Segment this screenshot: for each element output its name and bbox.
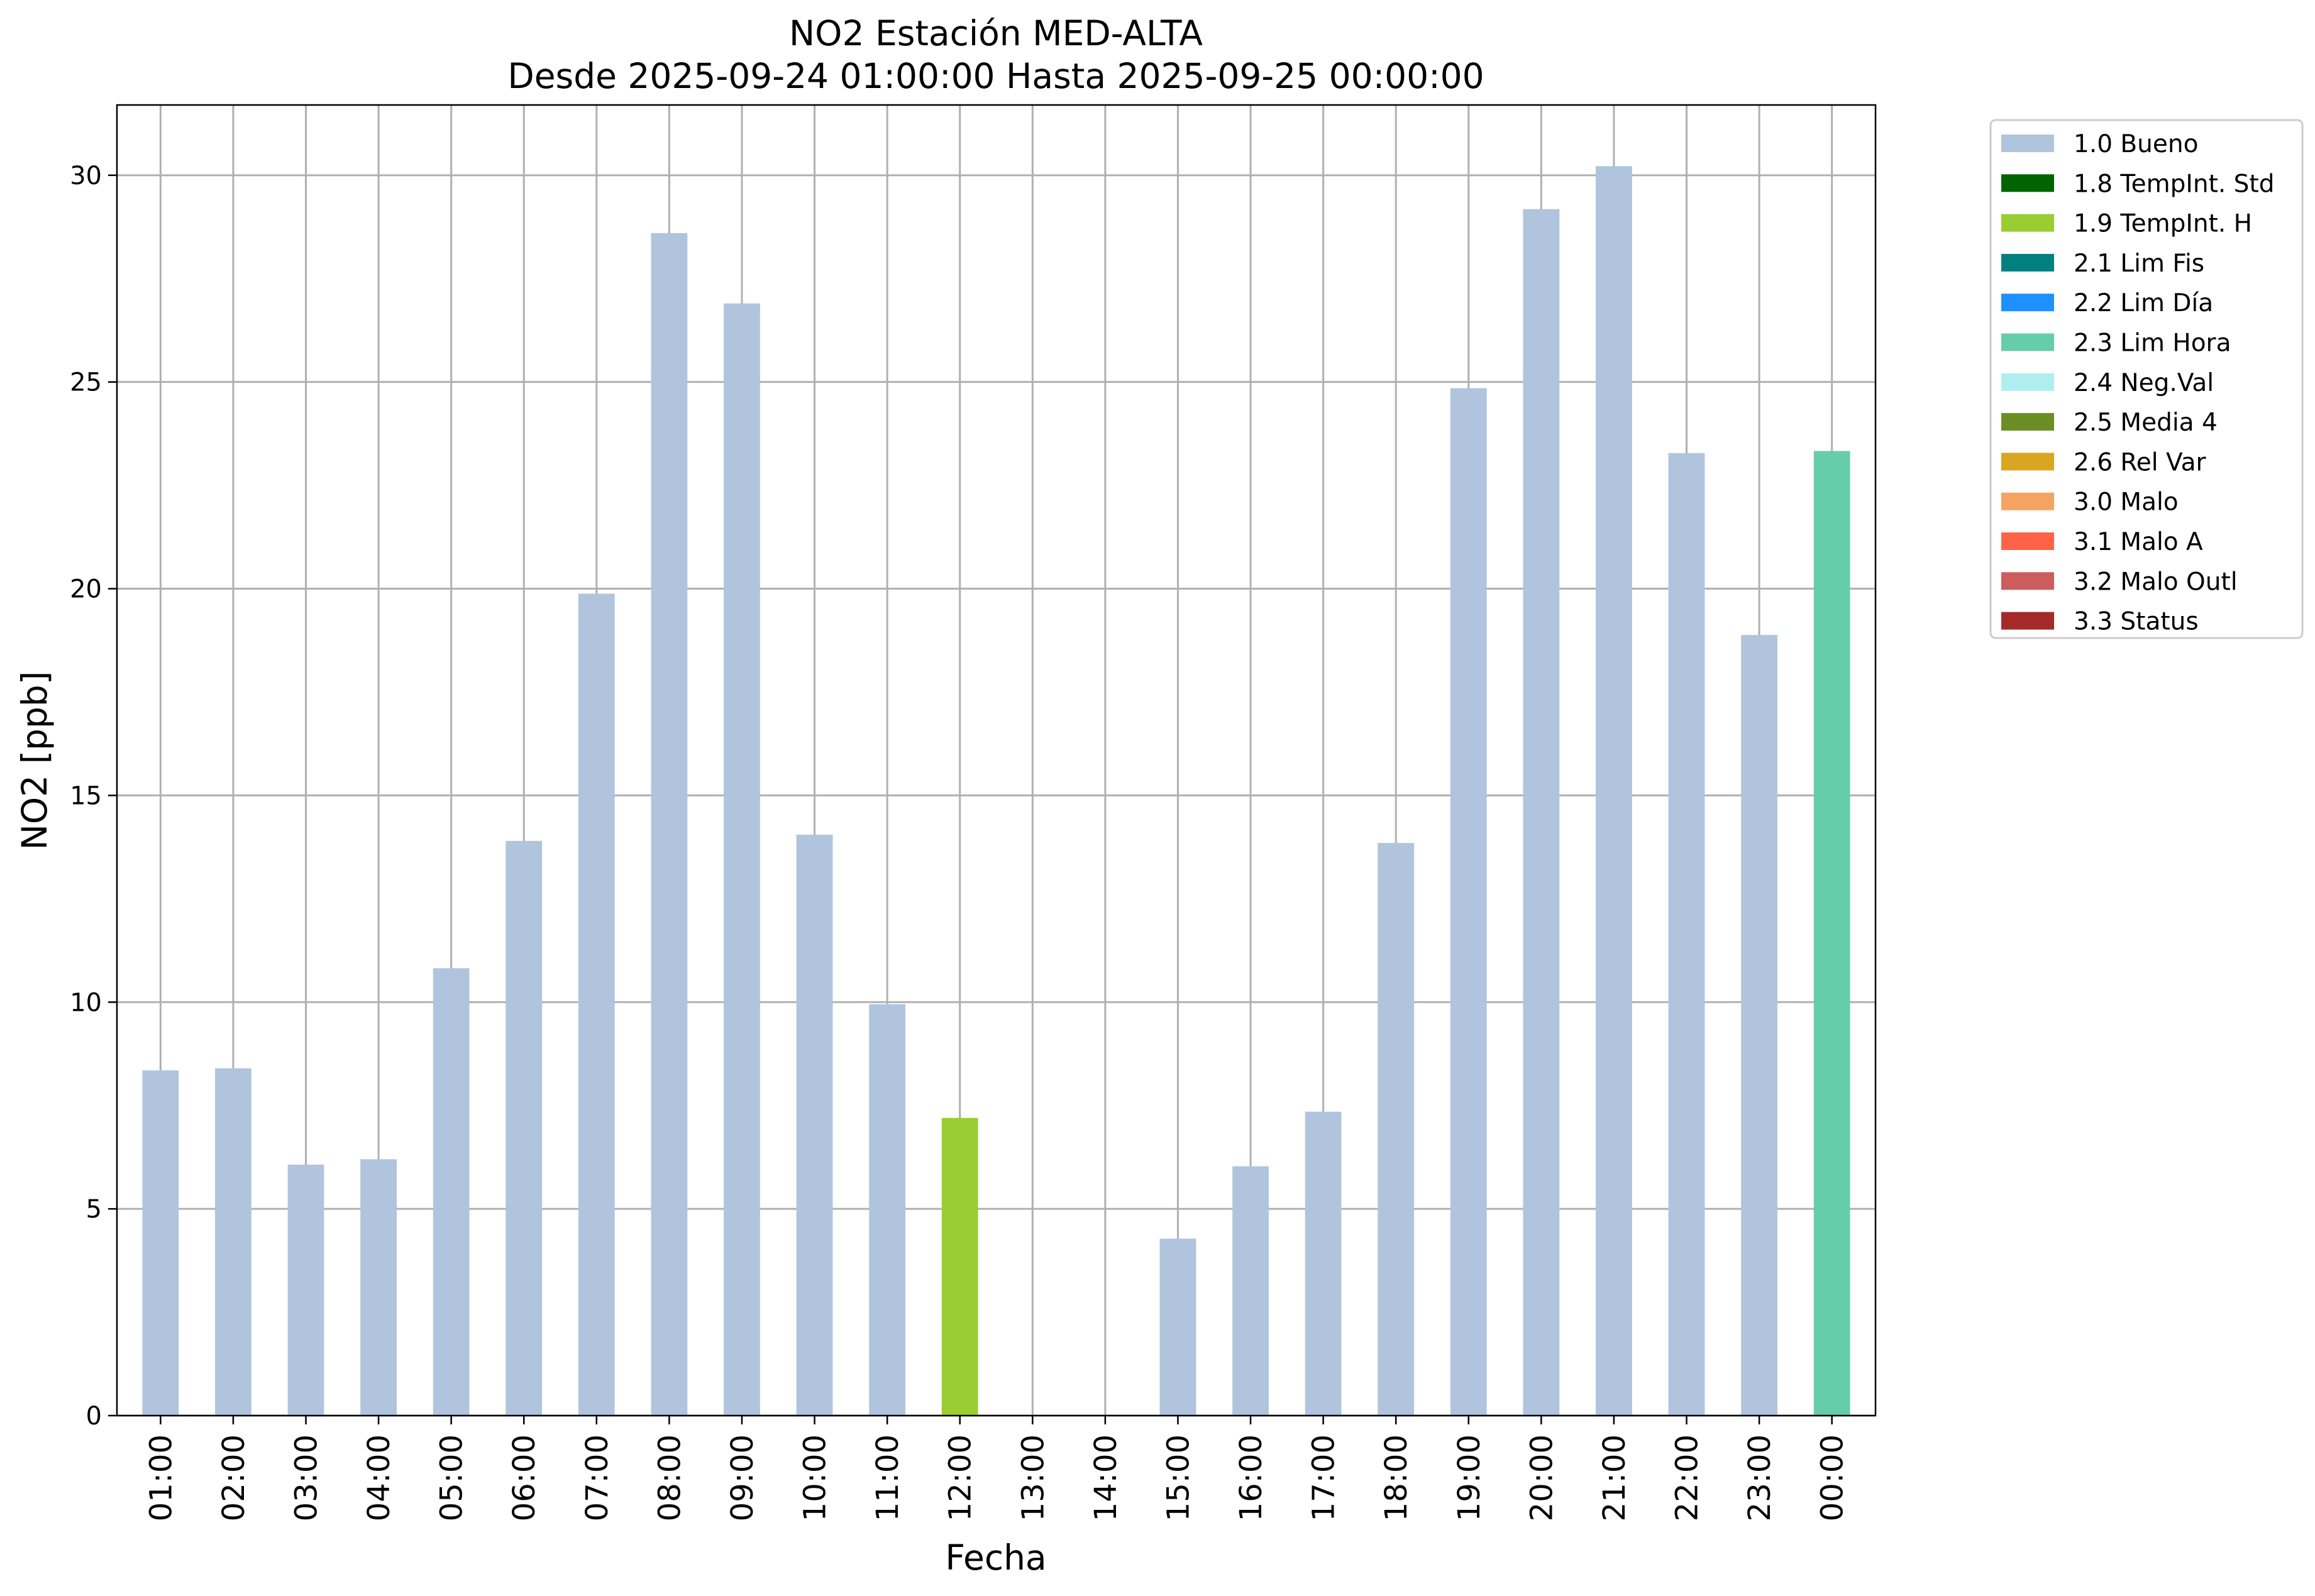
x-tick-label: 21:00 (1597, 1434, 1632, 1521)
bar-0900 (724, 303, 760, 1416)
legend-swatch (2001, 253, 2054, 272)
x-tick-label: 17:00 (1307, 1434, 1342, 1521)
legend-label: 3.1 Malo A (2074, 528, 2203, 556)
legend-swatch (2001, 373, 2054, 391)
x-tick-label: 09:00 (725, 1434, 760, 1521)
bar-0500 (433, 968, 470, 1416)
bar-0800 (651, 233, 688, 1416)
bar-0200 (215, 1068, 251, 1416)
x-tick-label: 23:00 (1742, 1434, 1777, 1521)
bar-0400 (360, 1159, 397, 1416)
y-axis-ticks: 0 5 10 15 20 25 30 (70, 162, 117, 1431)
x-tick-label: 00:00 (1815, 1434, 1850, 1521)
x-tick-label: 19:00 (1452, 1434, 1487, 1521)
legend-swatch (2001, 572, 2054, 590)
legend-label: 2.2 Lim Día (2074, 289, 2213, 317)
x-tick-label: 22:00 (1669, 1434, 1704, 1521)
y-tick-label: 10 (70, 988, 102, 1017)
y-tick-label: 5 (86, 1195, 102, 1224)
y-tick-label: 20 (70, 575, 102, 604)
x-tick-label: 06:00 (507, 1434, 542, 1521)
bar-2000 (1523, 209, 1560, 1416)
y-tick-label: 25 (70, 368, 102, 397)
x-axis-ticks: 01:00 02:00 03:00 04:00 05:00 06:00 07:00 08:00… (143, 1416, 1850, 1521)
bar-1600 (1232, 1166, 1269, 1416)
bar-0000 (1813, 451, 1850, 1416)
y-tick-label: 15 (70, 781, 102, 810)
legend-label: 3.0 Malo (2074, 488, 2179, 517)
bar-1900 (1450, 388, 1487, 1416)
bar-1500 (1159, 1238, 1196, 1416)
legend-swatch (2001, 532, 2054, 550)
bar-2200 (1668, 453, 1705, 1416)
x-tick-label: 20:00 (1524, 1434, 1559, 1521)
x-tick-label: 08:00 (652, 1434, 687, 1521)
x-tick-label: 15:00 (1161, 1434, 1196, 1521)
bars (142, 166, 1850, 1416)
bar-2300 (1741, 635, 1777, 1416)
y-axis-label: NO2 [ppb] (14, 671, 55, 850)
bar-1700 (1305, 1111, 1342, 1416)
x-tick-label: 14:00 (1088, 1434, 1124, 1521)
x-tick-label: 18:00 (1379, 1434, 1414, 1521)
legend-label: 3.3 Status (2074, 608, 2199, 636)
x-tick-label: 04:00 (362, 1434, 397, 1521)
x-tick-label: 13:00 (1015, 1434, 1051, 1521)
legend-swatch (2001, 612, 2054, 630)
bar-1100 (869, 1004, 906, 1416)
bar-0300 (287, 1164, 324, 1416)
legend-label: 1.0 Bueno (2074, 130, 2198, 158)
legend-swatch (2001, 294, 2054, 312)
plot-frame (116, 104, 1877, 1417)
legend-label: 3.2 Malo Outl (2074, 568, 2238, 596)
legend-swatch (2001, 135, 2054, 152)
x-tick-label: 16:00 (1234, 1434, 1269, 1521)
bar-0100 (142, 1070, 179, 1416)
legend-label: 2.3 Lim Hora (2074, 329, 2231, 358)
x-tick-label: 11:00 (870, 1434, 905, 1521)
legend-label: 1.8 TempInt. Std (2074, 170, 2274, 198)
y-tick-label: 30 (70, 162, 102, 190)
legend: 1.0 Bueno 1.8 TempInt. Std 1.9 TempInt. H 2… (1989, 119, 2304, 639)
bar-2100 (1596, 166, 1632, 1416)
legend-swatch (2001, 214, 2054, 232)
x-tick-label: 01:00 (143, 1434, 179, 1521)
x-tick-label: 07:00 (580, 1434, 615, 1521)
chart-title: NO2 Estación MED-ALTA (789, 13, 1203, 53)
legend-items: 1.0 Bueno 1.8 TempInt. Std 1.9 TempInt. H 2… (2001, 130, 2274, 636)
legend-label: 2.1 Lim Fis (2074, 250, 2204, 278)
legend-label: 2.5 Media 4 (2074, 409, 2218, 437)
legend-label: 2.4 Neg.Val (2074, 369, 2214, 397)
bar-1200 (941, 1118, 978, 1416)
legend-swatch (2001, 333, 2054, 351)
legend-swatch (2001, 174, 2054, 192)
legend-swatch (2001, 492, 2054, 510)
bar-1000 (796, 834, 833, 1416)
x-tick-label: 12:00 (943, 1434, 978, 1521)
legend-label: 1.9 TempInt. H (2074, 210, 2252, 238)
y-tick-label: 0 (86, 1402, 102, 1431)
bar-0600 (506, 840, 543, 1416)
bar-1800 (1378, 843, 1415, 1416)
x-tick-label: 03:00 (289, 1434, 324, 1521)
x-axis-label: Fecha (945, 1538, 1046, 1578)
x-tick-label: 05:00 (434, 1434, 470, 1521)
legend-swatch (2001, 453, 2054, 471)
x-tick-label: 10:00 (798, 1434, 833, 1521)
legend-swatch (2001, 413, 2054, 431)
x-tick-label: 02:00 (216, 1434, 251, 1521)
legend-label: 2.6 Rel Var (2074, 448, 2207, 476)
bar-0700 (578, 593, 615, 1416)
legend-frame (1989, 119, 2304, 639)
chart-subtitle: Desde 2025-09-24 01:00:00 Hasta 2025-09-… (507, 56, 1484, 96)
